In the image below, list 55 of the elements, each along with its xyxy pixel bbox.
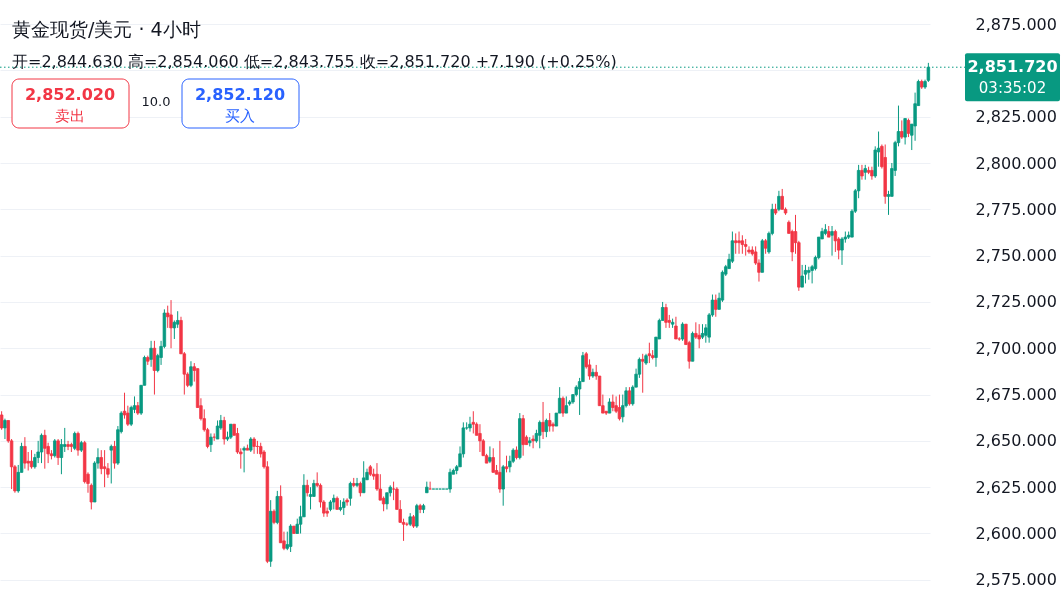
text: 03:35:02 — [978, 79, 1047, 97]
y-tick-label: 2,775.000 — [975, 199, 1057, 219]
candlestick — [23, 436, 27, 470]
candlestick — [906, 118, 911, 138]
candlestick — [777, 190, 781, 212]
candlestick — [209, 432, 213, 453]
y-tick-label: 2,650.000 — [975, 431, 1057, 451]
y-tick-label: 2,800.000 — [975, 153, 1057, 173]
candlestick — [345, 497, 349, 507]
y-tick-label: 2,575.000 — [975, 570, 1057, 590]
candlestick — [169, 299, 173, 349]
candlestick — [471, 410, 475, 434]
y-tick-label: 2,825.000 — [975, 107, 1057, 127]
y-tick-label: 2,600.000 — [975, 523, 1057, 543]
candlestick — [73, 431, 77, 451]
annotation: 10.0 — [141, 94, 171, 109]
candlestick — [627, 386, 632, 407]
candlestick — [39, 432, 44, 464]
candlestick — [900, 119, 904, 140]
candlestick — [551, 421, 555, 433]
y-tick-label: 2,875.000 — [975, 14, 1057, 34]
text: 开=2,844.630 高=2,854.060 低=2,843.755 收=2,851.720 +7.190 (+0.25%) — [12, 52, 617, 71]
candlestick — [903, 118, 907, 145]
annotation: 2,852.120 — [194, 85, 286, 104]
candlestick — [348, 481, 353, 507]
candlestick — [112, 440, 117, 470]
candlestick — [800, 264, 804, 288]
annotation: 2,852.020 — [24, 85, 116, 104]
candlestick — [737, 231, 741, 255]
candlestick — [43, 429, 47, 470]
annotation: 买入 — [225, 107, 255, 125]
y-tick-label: 2,675.000 — [975, 385, 1057, 405]
y-tick-label: 2,725.000 — [975, 292, 1057, 312]
candlestick — [152, 340, 157, 396]
candlestick — [102, 449, 107, 488]
candlestick — [840, 236, 844, 266]
candlestick — [544, 418, 549, 438]
candlestick — [3, 418, 7, 440]
annotation: 卖出 — [55, 107, 85, 125]
candlestick — [617, 394, 622, 421]
text: 黄金现货/美元 · 4小时 — [12, 18, 201, 40]
candlestick — [541, 401, 545, 440]
candlestick — [501, 464, 505, 507]
candlestick — [109, 444, 113, 484]
y-tick-label: 2,750.000 — [975, 246, 1057, 266]
candlestick — [308, 486, 313, 510]
candlestick — [491, 447, 495, 473]
candlestick — [548, 412, 552, 433]
y-tick-label: 2,625.000 — [975, 477, 1057, 497]
candlestick — [538, 420, 542, 449]
candlestick — [53, 438, 57, 459]
ref-line-label: 2,851.720 — [967, 57, 1058, 77]
candlestick — [734, 232, 738, 255]
candlestick — [0, 410, 4, 431]
y-tick-label: 2,700.000 — [975, 338, 1057, 358]
